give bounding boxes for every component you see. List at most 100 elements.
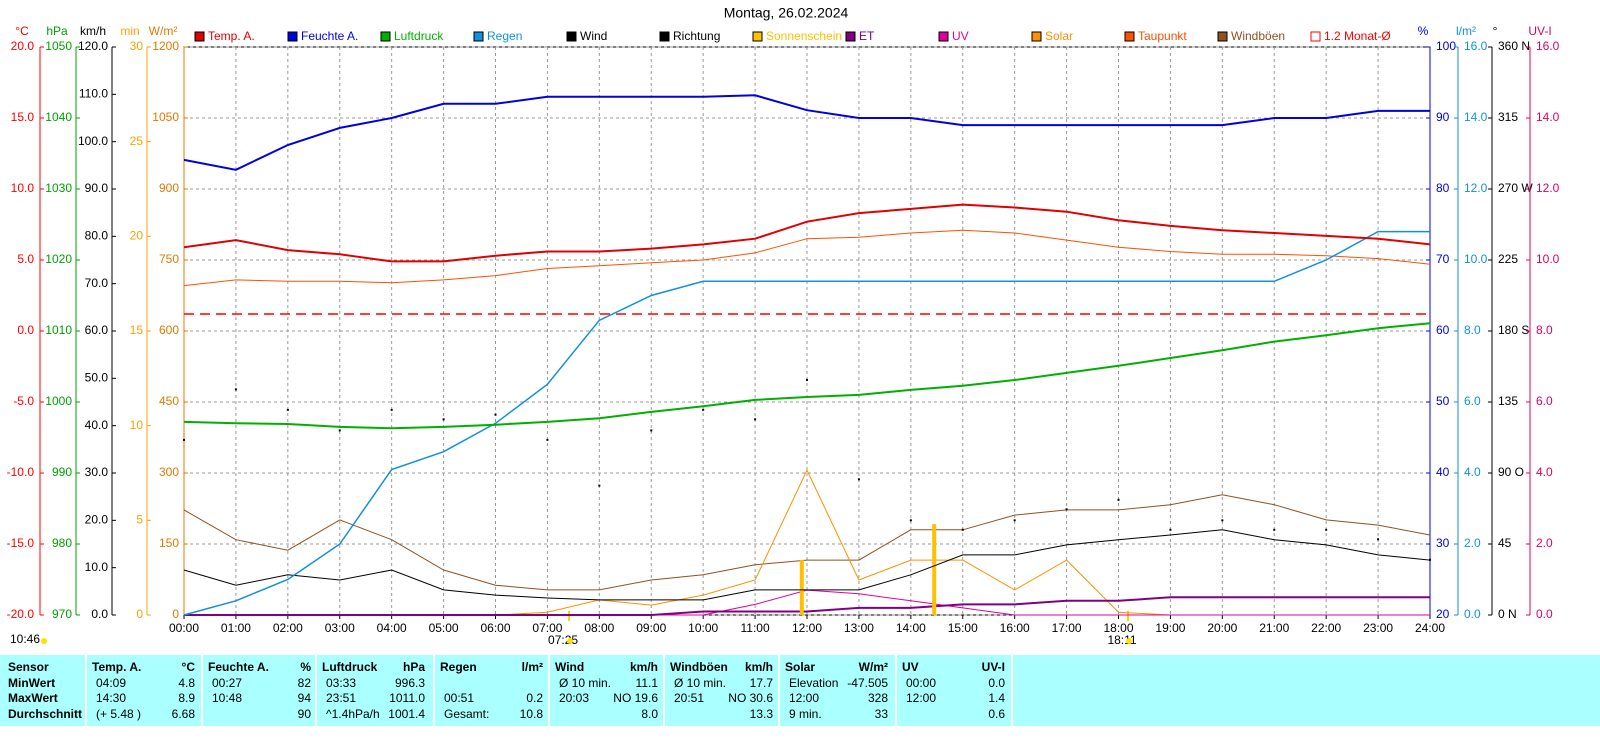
direction-dot bbox=[1273, 528, 1276, 531]
direction-dot bbox=[650, 429, 653, 432]
series-line bbox=[184, 596, 1430, 616]
row-label: MinWert bbox=[8, 676, 55, 690]
axis-unit: UV-I bbox=[1528, 24, 1551, 38]
column-header: Windböen bbox=[670, 660, 728, 674]
y-tick-label: 60 bbox=[1436, 323, 1450, 337]
y-tick-label: 70 bbox=[1436, 252, 1450, 266]
cell-value: 1.4 bbox=[988, 691, 1005, 705]
x-tick-label: 02:00 bbox=[273, 621, 303, 635]
axis-unit: ° bbox=[1493, 24, 1498, 38]
y-tick-label: 1000 bbox=[45, 394, 72, 408]
y-tick-label: 10.0 bbox=[1464, 252, 1488, 266]
x-tick-label: 10:00 bbox=[688, 621, 718, 635]
cell-value: NO 19.6 bbox=[613, 691, 658, 705]
y-tick-label: 0.0 bbox=[1464, 607, 1481, 621]
cell-time: 20:51 bbox=[674, 691, 704, 705]
x-tick-label: 24:00 bbox=[1415, 621, 1445, 635]
y-tick-label: 8.0 bbox=[1464, 323, 1481, 337]
x-tick-label: 00:00 bbox=[169, 621, 199, 635]
legend-swatch bbox=[1124, 31, 1135, 42]
y-tick-label: 2.0 bbox=[1536, 536, 1553, 550]
direction-dot bbox=[546, 438, 549, 441]
annotation: 18:11 bbox=[1107, 633, 1136, 647]
cell-value: NO 30.6 bbox=[728, 691, 773, 705]
y-tick-label: 110.0 bbox=[79, 87, 108, 101]
cell-value: 6.68 bbox=[172, 707, 196, 721]
row-label: Durchschnitt bbox=[8, 707, 82, 721]
legend-swatch bbox=[380, 31, 391, 42]
annotation: 07:25 bbox=[548, 633, 578, 647]
sunshine-bar bbox=[932, 524, 937, 615]
column-unit: W/m² bbox=[859, 660, 888, 674]
cell-value: 90 bbox=[298, 707, 312, 721]
x-tick-label: 05:00 bbox=[429, 621, 459, 635]
y-tick-label: 900 bbox=[159, 181, 179, 195]
y-tick-label: 30 bbox=[1436, 536, 1450, 550]
direction-dot bbox=[338, 429, 341, 432]
column-header: UV bbox=[902, 660, 919, 674]
y-tick-label: 15 bbox=[130, 323, 144, 337]
x-tick-label: 04:00 bbox=[377, 621, 407, 635]
y-tick-label: 100.0 bbox=[78, 134, 108, 148]
direction-dot bbox=[183, 438, 185, 441]
y-tick-label: 14.0 bbox=[1536, 110, 1560, 124]
x-tick-label: 15:00 bbox=[948, 621, 978, 635]
axis-unit: min bbox=[120, 24, 139, 38]
sunshine-bar bbox=[799, 560, 804, 615]
legend-label: Solar bbox=[1045, 29, 1073, 43]
column-unit: °C bbox=[182, 660, 196, 674]
y-tick-label: 600 bbox=[159, 323, 179, 337]
cell-value: 996.3 bbox=[395, 676, 425, 690]
y-tick-label: 180 S bbox=[1498, 323, 1529, 337]
legend-swatch bbox=[566, 31, 577, 42]
y-tick-label: 315 bbox=[1498, 110, 1518, 124]
cell-time: (+ 5.48 ) bbox=[96, 707, 141, 721]
y-tick-label: 135 bbox=[1498, 394, 1518, 408]
y-tick-label: 30.0 bbox=[85, 465, 109, 479]
series-line bbox=[183, 203, 1431, 263]
x-tick-label: 16:00 bbox=[1000, 621, 1030, 635]
y-tick-label: -5.0 bbox=[13, 394, 34, 408]
direction-dot bbox=[909, 519, 912, 522]
y-tick-label: -15.0 bbox=[7, 536, 35, 550]
legend-label: Richtung bbox=[673, 29, 720, 43]
y-tick-label: 750 bbox=[159, 252, 179, 266]
x-tick-label: 09:00 bbox=[636, 621, 666, 635]
x-tick-label: 13:00 bbox=[844, 621, 874, 635]
column-unit: hPa bbox=[403, 660, 425, 674]
y-tick-label: 10.0 bbox=[85, 560, 109, 574]
x-tick-label: 06:00 bbox=[480, 621, 510, 635]
y-tick-label: 0.0 bbox=[91, 607, 108, 621]
row-label: MaxWert bbox=[8, 691, 58, 705]
y-tick-label: 225 bbox=[1498, 252, 1518, 266]
y-tick-label: 40 bbox=[1436, 465, 1450, 479]
column-header: Regen bbox=[440, 660, 477, 674]
y-tick-label: 8.0 bbox=[1536, 323, 1553, 337]
x-tick-label: 19:00 bbox=[1155, 621, 1185, 635]
cell-time: ^1.4hPa/h bbox=[326, 707, 380, 721]
x-tick-label: 11:00 bbox=[741, 621, 770, 635]
cell-time: 00:51 bbox=[444, 691, 474, 705]
column-unit: l/m² bbox=[522, 660, 543, 674]
column-header: Solar bbox=[785, 660, 815, 674]
row-label: Sensor bbox=[8, 660, 49, 674]
cell-time: 00:27 bbox=[212, 676, 242, 690]
direction-dot bbox=[598, 484, 601, 487]
cell-value: 1011.0 bbox=[389, 691, 425, 705]
y-tick-label: 5 bbox=[136, 513, 143, 527]
cell-value: 0.2 bbox=[526, 691, 543, 705]
y-tick-label: 40.0 bbox=[85, 418, 109, 432]
y-tick-label: 4.0 bbox=[1464, 465, 1481, 479]
legend-label: Windböen bbox=[1231, 29, 1285, 43]
cell-time: 12:00 bbox=[906, 691, 936, 705]
x-tick-label: 23:00 bbox=[1363, 621, 1393, 635]
cell-value: 4.8 bbox=[178, 676, 195, 690]
column-header: Temp. A. bbox=[92, 660, 141, 674]
legend-swatch bbox=[752, 31, 763, 42]
y-tick-label: 120.0 bbox=[78, 39, 108, 53]
y-tick-label: 1050 bbox=[152, 110, 179, 124]
y-tick-label: 80 bbox=[1436, 181, 1450, 195]
axis-unit: hPa bbox=[46, 24, 68, 38]
y-tick-label: 6.0 bbox=[1464, 394, 1481, 408]
legend-label: Wind bbox=[580, 29, 607, 43]
